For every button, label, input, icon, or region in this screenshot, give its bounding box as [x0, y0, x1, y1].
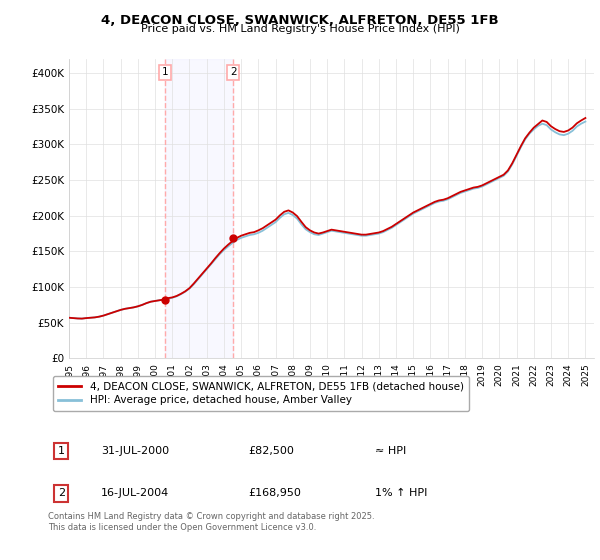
Text: £82,500: £82,500 [248, 446, 295, 456]
Text: 1% ↑ HPI: 1% ↑ HPI [376, 488, 428, 498]
Text: 16-JUL-2004: 16-JUL-2004 [101, 488, 169, 498]
Bar [165, 59, 233, 358]
Text: Contains HM Land Registry data © Crown copyright and database right 2025.
This d: Contains HM Land Registry data © Crown c… [48, 512, 374, 532]
Text: 4, DEACON CLOSE, SWANWICK, ALFRETON, DE55 1FB: 4, DEACON CLOSE, SWANWICK, ALFRETON, DE5… [101, 14, 499, 27]
Legend: 4, DEACON CLOSE, SWANWICK, ALFRETON, DE55 1FB (detached house), HPI: Average pri: 4, DEACON CLOSE, SWANWICK, ALFRETON, DE5… [53, 376, 469, 410]
Text: 1: 1 [58, 446, 65, 456]
Text: ≈ HPI: ≈ HPI [376, 446, 407, 456]
Text: 1: 1 [162, 67, 169, 77]
Text: 31-JUL-2000: 31-JUL-2000 [101, 446, 169, 456]
Text: 2: 2 [230, 67, 236, 77]
Text: 2: 2 [58, 488, 65, 498]
Text: £168,950: £168,950 [248, 488, 302, 498]
Text: Price paid vs. HM Land Registry's House Price Index (HPI): Price paid vs. HM Land Registry's House … [140, 24, 460, 34]
